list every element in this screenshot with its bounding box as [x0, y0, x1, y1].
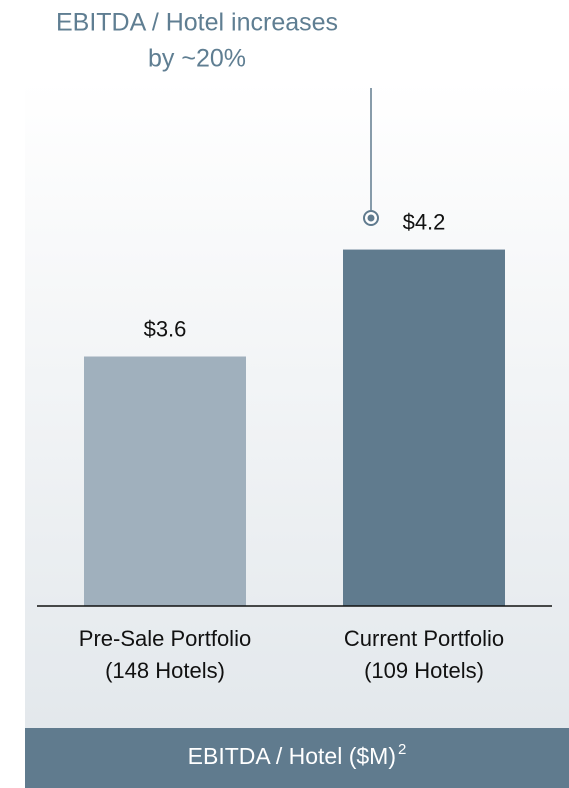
x-tick-label: (148 Hotels) — [105, 658, 225, 683]
x-label-note: 2 — [398, 741, 406, 758]
annotation-marker — [367, 214, 375, 222]
x-tick-label: Current Portfolio — [344, 626, 504, 651]
annotation: by ~20% — [148, 45, 246, 73]
footer-bar — [25, 728, 569, 788]
x-tick-label: Pre-Sale Portfolio — [79, 626, 251, 651]
value-label: $4.2 — [403, 209, 446, 234]
bar — [84, 356, 246, 606]
x-label: EBITDA / Hotel ($M) — [188, 743, 396, 769]
bar — [343, 249, 505, 607]
value-label: $3.6 — [144, 316, 187, 341]
x-tick-label: (109 Hotels) — [364, 658, 484, 683]
annotation: EBITDA / Hotel increases — [56, 9, 338, 37]
